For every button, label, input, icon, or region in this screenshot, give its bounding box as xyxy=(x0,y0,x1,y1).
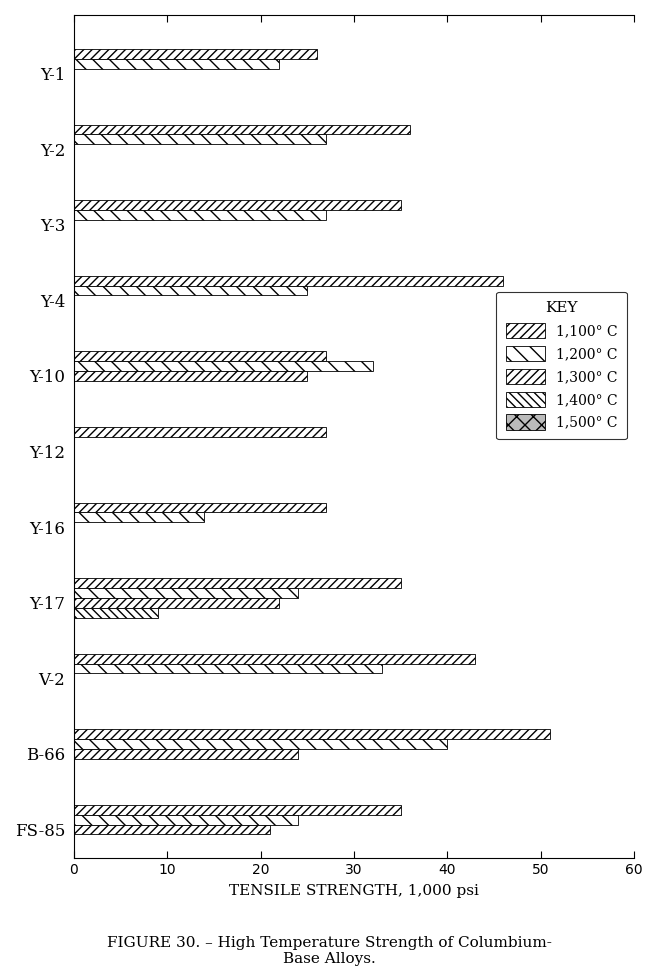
Bar xyxy=(74,371,307,381)
Bar xyxy=(74,729,550,739)
Bar xyxy=(74,824,270,834)
Bar xyxy=(74,210,326,219)
Bar xyxy=(74,285,307,295)
Bar xyxy=(74,749,298,759)
Bar xyxy=(74,739,447,749)
Legend: 1,100° C, 1,200° C, 1,300° C, 1,400° C, 1,500° C: 1,100° C, 1,200° C, 1,300° C, 1,400° C, … xyxy=(496,291,627,440)
Bar xyxy=(74,578,401,588)
Bar xyxy=(74,427,326,437)
Bar xyxy=(74,608,158,618)
Bar xyxy=(74,361,372,371)
Bar xyxy=(74,352,326,361)
Bar xyxy=(74,276,503,285)
X-axis label: TENSILE STRENGTH, 1,000 psi: TENSILE STRENGTH, 1,000 psi xyxy=(229,884,479,898)
Bar xyxy=(74,653,475,663)
Bar xyxy=(74,124,410,134)
Bar xyxy=(74,588,298,598)
Bar xyxy=(74,513,205,522)
Bar xyxy=(74,503,326,513)
Bar xyxy=(74,49,316,59)
Bar xyxy=(74,598,279,608)
Bar xyxy=(74,805,401,815)
Bar xyxy=(74,134,326,145)
Bar xyxy=(74,59,279,69)
Bar xyxy=(74,663,382,674)
Text: FIGURE 30. – High Temperature Strength of Columbium-: FIGURE 30. – High Temperature Strength o… xyxy=(107,936,551,950)
Bar xyxy=(74,815,298,824)
Bar xyxy=(74,200,401,210)
Text: Base Alloys.: Base Alloys. xyxy=(283,953,375,966)
